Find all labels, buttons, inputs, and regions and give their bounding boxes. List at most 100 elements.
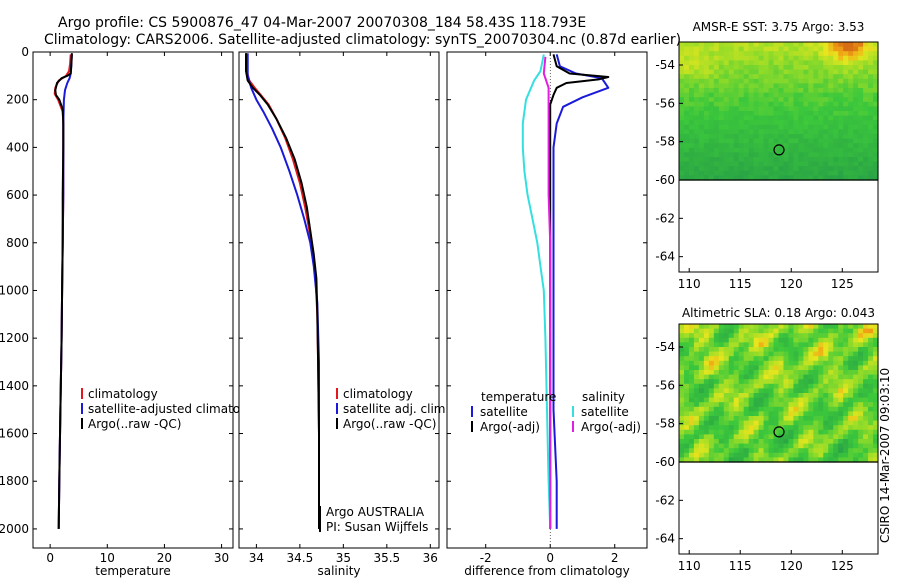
sst_map-cell bbox=[733, 175, 740, 181]
sla_map-cell bbox=[723, 370, 730, 376]
sla_map-cell bbox=[793, 393, 799, 399]
sla_map-cell bbox=[683, 333, 690, 339]
sst_map-cell bbox=[848, 78, 854, 84]
sst_map-cell bbox=[723, 69, 730, 75]
difference-legend-header-temperature: temperature bbox=[481, 390, 556, 404]
sla_map-cell bbox=[798, 439, 804, 445]
sst_map-cell bbox=[828, 101, 834, 107]
sst_map-cell bbox=[778, 106, 785, 112]
sst_map-cell bbox=[848, 106, 854, 112]
sst_map-cell bbox=[798, 78, 804, 84]
sst_map-cell bbox=[718, 147, 725, 153]
sst_map-cell bbox=[843, 92, 849, 98]
sla_map-cell bbox=[803, 443, 809, 449]
sst_map-cell bbox=[803, 88, 809, 94]
sla_map-cell bbox=[773, 383, 780, 389]
sla_map-cell bbox=[743, 342, 750, 348]
sst_map-cell bbox=[723, 55, 730, 61]
sst_map-cell bbox=[808, 147, 814, 153]
sla_map-cell bbox=[718, 356, 725, 362]
sla_map-cell bbox=[698, 457, 705, 463]
sst_map-cell bbox=[693, 120, 700, 126]
sla_map-cell bbox=[808, 439, 814, 445]
sst_map-cell bbox=[803, 161, 809, 167]
sst_map-cell bbox=[873, 147, 879, 153]
sst_map-cell bbox=[813, 46, 819, 52]
sla_map-cell bbox=[788, 452, 795, 458]
sla_map-cell bbox=[858, 434, 864, 440]
sla_map-cell bbox=[703, 328, 710, 334]
sst_map-cell bbox=[858, 138, 864, 144]
sst_map-cell bbox=[748, 106, 755, 112]
sst_map-cell bbox=[763, 152, 770, 158]
sla_map-cell bbox=[808, 356, 814, 362]
sst_map-cell bbox=[753, 147, 760, 153]
sst_map-cell bbox=[713, 97, 720, 103]
sla_map-cell bbox=[848, 374, 854, 380]
sla_map-cell bbox=[723, 411, 730, 417]
sst_map-cell bbox=[843, 106, 849, 112]
sst_map-cell bbox=[723, 124, 730, 130]
sla_map-cell bbox=[843, 452, 849, 458]
sla_map-cell bbox=[743, 402, 750, 408]
sla_map-cell bbox=[688, 425, 695, 431]
sst_map-cell bbox=[748, 129, 755, 135]
sst_map-cell bbox=[763, 42, 770, 48]
sla_map-cell bbox=[823, 439, 829, 445]
sst_map-cell bbox=[758, 129, 765, 135]
sla_map-cell bbox=[713, 406, 720, 412]
sla_map-cell bbox=[838, 337, 844, 343]
sst_map-cell bbox=[863, 42, 869, 48]
sst_map-cell bbox=[863, 115, 869, 121]
sst_map-cell bbox=[858, 124, 864, 130]
sst_map-cell bbox=[828, 74, 834, 80]
sst_map-cell bbox=[733, 111, 740, 117]
sst_map-cell bbox=[763, 157, 770, 163]
sla_map-cell bbox=[838, 388, 844, 394]
sst_map-cell bbox=[843, 115, 849, 121]
sst_map-cell bbox=[738, 69, 745, 75]
sla_map-cell bbox=[848, 370, 854, 376]
sla_map-cell bbox=[728, 356, 735, 362]
sst_map-cell bbox=[818, 74, 824, 80]
sst_map-cell bbox=[713, 83, 720, 89]
sla_map-cell bbox=[863, 397, 869, 403]
sst_map-cell bbox=[868, 46, 874, 52]
difference-series-salinity-argo-adj bbox=[542, 56, 552, 529]
sla_map-cell bbox=[728, 360, 735, 366]
sla_map-cell bbox=[743, 429, 750, 435]
sst_map-cell bbox=[683, 106, 690, 112]
sst_map-cell bbox=[848, 143, 854, 149]
sla_map-cell bbox=[778, 420, 785, 426]
sla_map-cell bbox=[808, 347, 814, 353]
sla_map-cell bbox=[698, 393, 705, 399]
sst_map-cell bbox=[823, 42, 829, 48]
sla_map-cell bbox=[683, 443, 690, 449]
sla_map-cell bbox=[738, 443, 745, 449]
sla_map-cell bbox=[758, 452, 765, 458]
sla_map-cell bbox=[838, 370, 844, 376]
sst_map-cell bbox=[858, 83, 864, 89]
sst_map-cell bbox=[758, 69, 765, 75]
sla_map-cell bbox=[848, 342, 854, 348]
sst_map-cell bbox=[853, 88, 859, 94]
salinity-chart: 34 34.5 35 35.5 36salinityclimatologysatelli… bbox=[238, 51, 449, 578]
sst_map-cell bbox=[733, 147, 740, 153]
sst_map-cell bbox=[688, 170, 695, 176]
sla_map-cell bbox=[793, 439, 799, 445]
sla_map-cell bbox=[833, 365, 839, 371]
sst_map-cell bbox=[813, 88, 819, 94]
sst_map-cell bbox=[768, 147, 775, 153]
sla_map-cell bbox=[758, 411, 765, 417]
sst_map-cell bbox=[743, 97, 750, 103]
sst_map-cell bbox=[798, 46, 804, 52]
sla_map-cell bbox=[808, 328, 814, 334]
sla_map-cell bbox=[818, 420, 824, 426]
sla_map-cell bbox=[863, 370, 869, 376]
sla_map-cell bbox=[808, 333, 814, 339]
sst_map-cell bbox=[873, 60, 879, 66]
sst_map-cell bbox=[778, 92, 785, 98]
sst_map-cell bbox=[833, 83, 839, 89]
sla_map-cell bbox=[793, 365, 799, 371]
sla_map-cell bbox=[758, 448, 765, 454]
